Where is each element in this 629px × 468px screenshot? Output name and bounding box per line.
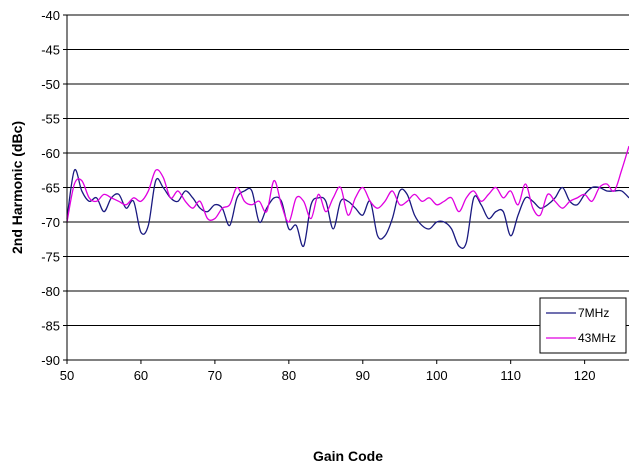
axes [63,14,629,364]
y-tick-label: -55 [41,112,60,127]
y-tick-label: -85 [41,319,60,334]
y-tick-label: -75 [41,250,60,265]
x-axis-title: Gain Code [313,448,383,464]
x-tick-label: 100 [426,368,448,383]
y-tick-label: -50 [41,77,60,92]
legend-label-43mhz: 43MHz [578,331,616,345]
series-lines [66,145,629,249]
x-tick-labels: 50 60 70 80 90 100 110 120 [60,368,596,383]
x-tick-label: 70 [208,368,222,383]
series-line-43mhz [66,145,629,223]
legend-box [539,297,627,354]
x-tick-label: 110 [500,368,521,383]
x-tick-label: 90 [356,368,370,383]
legend-label-7mhz: 7MHz [578,306,609,320]
y-tick-label: -70 [41,215,60,230]
y-tick-label: -80 [41,284,60,299]
y-tick-labels: -40 -45 -50 -55 -60 -65 -70 -75 -80 -85 -90 [41,8,60,368]
legend: 7MHz 43MHz [539,297,627,354]
x-tick-label: 80 [282,368,296,383]
y-tick-label: -40 [41,8,60,23]
series-line-7mhz [66,168,629,249]
y-tick-label: -90 [41,353,60,368]
x-tick-label: 60 [134,368,148,383]
y-tick-label: -65 [41,181,60,196]
x-tick-label: 50 [60,368,74,383]
y-axis-title: 2nd Harmonic (dBc) [9,121,25,254]
x-tick-label: 120 [574,368,596,383]
y-tick-label: -60 [41,146,60,161]
y-tick-label: -45 [41,43,60,58]
